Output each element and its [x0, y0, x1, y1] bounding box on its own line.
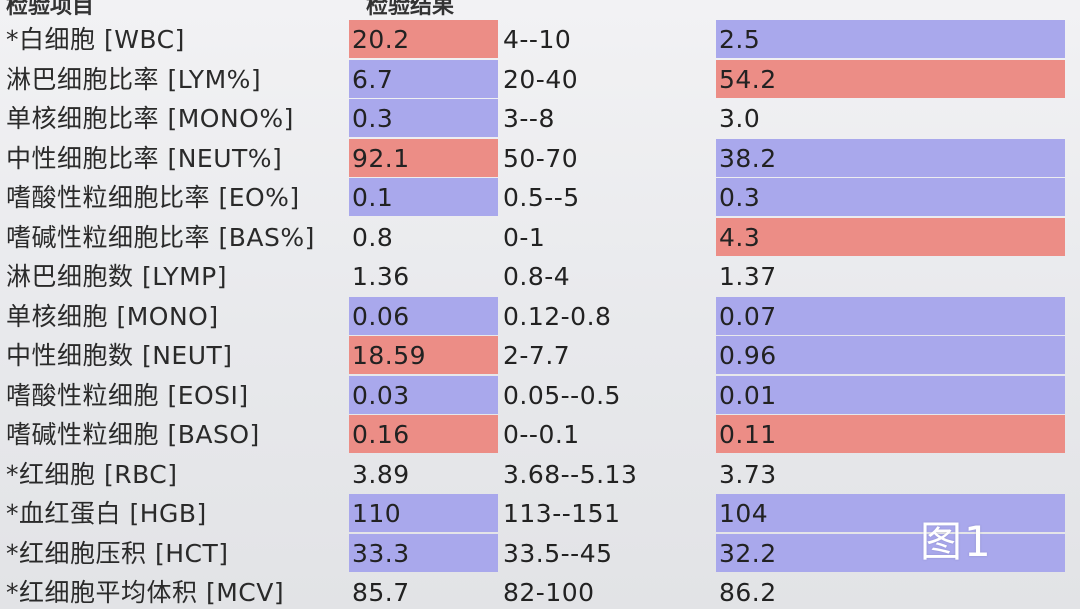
test-name-cell: 嗜碱性粒细胞 [BASO]: [6, 420, 260, 449]
previous-value-cell: 0.07: [716, 296, 1065, 335]
result-value-cell: 33.3: [349, 533, 498, 572]
test-name-cell: 淋巴细胞数 [LYMP]: [6, 262, 227, 291]
table-row[interactable]: 中性细胞比率 [NEUT%] 92.1 50-70 38.2: [0, 138, 1080, 179]
table-row[interactable]: 单核细胞比率 [MONO%] 0.3 3--8 3.0: [0, 99, 1080, 139]
previous-value-cell: 86.2: [719, 578, 777, 607]
previous-value-cell: 0.96: [716, 336, 1065, 374]
test-name-cell: *红细胞 [RBC]: [6, 459, 178, 489]
previous-value-cell: 1.37: [719, 262, 777, 291]
table-row[interactable]: 单核细胞 [MONO] 0.06 0.12-0.8 0.07: [0, 296, 1080, 337]
reference-range-cell: 113--151: [503, 499, 621, 528]
result-value-cell: 1.36: [352, 262, 410, 291]
reference-range-cell: 0-1: [503, 222, 546, 252]
reference-range-cell: 0.05--0.5: [503, 380, 621, 410]
result-value-cell: 110: [349, 494, 498, 532]
figure-label: 图1: [920, 517, 993, 566]
reference-range-cell: 3--8: [503, 104, 555, 133]
result-value-cell: 0.06: [349, 296, 498, 335]
table-row[interactable]: *血红蛋白 [HGB] 110 113--151 104: [0, 494, 1080, 534]
previous-value-cell: 0.01: [716, 375, 1065, 414]
reference-range-cell: 33.5--45: [503, 538, 613, 568]
result-value-cell: 0.03: [349, 375, 498, 414]
reference-range-cell: 50-70: [503, 143, 579, 173]
result-value-cell: 18.59: [349, 336, 498, 374]
table-row[interactable]: *白细胞 [WBC] 20.2 4--10 2.5: [0, 20, 1080, 60]
reference-range-cell: 2-7.7: [503, 341, 571, 370]
result-value-cell: 6.7: [349, 59, 498, 98]
reference-range-cell: 3.68--5.13: [503, 459, 638, 489]
table-header: 检验项目 检验结果: [0, 0, 1080, 19]
result-value-cell: 0.8: [352, 222, 394, 252]
previous-value-cell: 3.73: [719, 459, 777, 489]
previous-value-cell: 4.3: [716, 217, 1065, 256]
previous-value-cell: 0.3: [716, 178, 1065, 216]
result-value-cell: 20.2: [349, 20, 498, 58]
test-name-cell: 单核细胞比率 [MONO%]: [6, 104, 294, 133]
reference-range-cell: 0.12-0.8: [503, 301, 612, 331]
table-row[interactable]: 淋巴细胞比率 [LYM%] 6.7 20-40 54.2: [0, 59, 1080, 100]
table-row[interactable]: 嗜碱性粒细胞比率 [BAS%] 0.8 0-1 4.3: [0, 217, 1080, 258]
table-row[interactable]: *红细胞 [RBC] 3.89 3.68--5.13 3.73: [0, 455, 1080, 495]
results-table: *白细胞 [WBC] 20.2 4--10 2.5 淋巴细胞比率 [LYM%] 6.7 20…: [0, 20, 1080, 609]
previous-value-cell: 2.5: [716, 20, 1065, 58]
test-name-cell: 淋巴细胞比率 [LYM%]: [6, 64, 262, 94]
test-name-cell: *红细胞压积 [HCT]: [6, 538, 229, 568]
table-row[interactable]: *红细胞平均体积 [MCV] 85.7 82-100 86.2: [0, 573, 1080, 609]
reference-range-cell: 82-100: [503, 578, 595, 607]
reference-range-cell: 4--10: [503, 25, 572, 54]
result-value-cell: 3.89: [352, 459, 410, 489]
result-value-cell: 0.3: [349, 99, 498, 137]
previous-value-cell: 0.11: [716, 415, 1065, 453]
test-name-cell: 中性细胞数 [NEUT]: [6, 341, 233, 370]
result-value-cell: 92.1: [349, 138, 498, 177]
reference-range-cell: 0--0.1: [503, 420, 580, 449]
previous-value-cell: 3.0: [719, 104, 761, 133]
header-result-label: 检验结果: [366, 0, 455, 19]
result-value-cell: 0.16: [349, 415, 498, 453]
table-row[interactable]: 嗜酸性粒细胞比率 [EO%] 0.1 0.5--5 0.3: [0, 178, 1080, 218]
table-row[interactable]: 淋巴细胞数 [LYMP] 1.36 0.8-4 1.37: [0, 257, 1080, 297]
previous-value-cell: 54.2: [716, 59, 1065, 98]
test-name-cell: 嗜酸性粒细胞比率 [EO%]: [6, 183, 300, 212]
reference-range-cell: 0.5--5: [503, 183, 580, 212]
result-value-cell: 85.7: [352, 578, 410, 607]
result-value-cell: 0.1: [349, 178, 498, 216]
test-name-cell: *白细胞 [WBC]: [6, 25, 185, 54]
test-name-cell: 单核细胞 [MONO]: [6, 301, 219, 331]
test-name-cell: *红细胞平均体积 [MCV]: [6, 578, 285, 607]
test-name-cell: 嗜酸性粒细胞 [EOSI]: [6, 380, 249, 410]
previous-value-cell: 32.2: [716, 533, 1065, 572]
previous-value-cell: 38.2: [716, 138, 1065, 177]
previous-value-cell: 104: [716, 494, 1065, 532]
test-name-cell: *血红蛋白 [HGB]: [6, 499, 207, 528]
table-row[interactable]: 嗜酸性粒细胞 [EOSI] 0.03 0.05--0.5 0.01: [0, 375, 1080, 416]
test-name-cell: 中性细胞比率 [NEUT%]: [6, 143, 283, 173]
table-row[interactable]: *红细胞压积 [HCT] 33.3 33.5--45 32.2: [0, 533, 1080, 574]
test-name-cell: 嗜碱性粒细胞比率 [BAS%]: [6, 222, 315, 252]
table-row[interactable]: 嗜碱性粒细胞 [BASO] 0.16 0--0.1 0.11: [0, 415, 1080, 455]
header-item-label: 检验项目: [6, 0, 95, 19]
table-row[interactable]: 中性细胞数 [NEUT] 18.59 2-7.7 0.96: [0, 336, 1080, 376]
reference-range-cell: 0.8-4: [503, 262, 571, 291]
reference-range-cell: 20-40: [503, 64, 579, 94]
